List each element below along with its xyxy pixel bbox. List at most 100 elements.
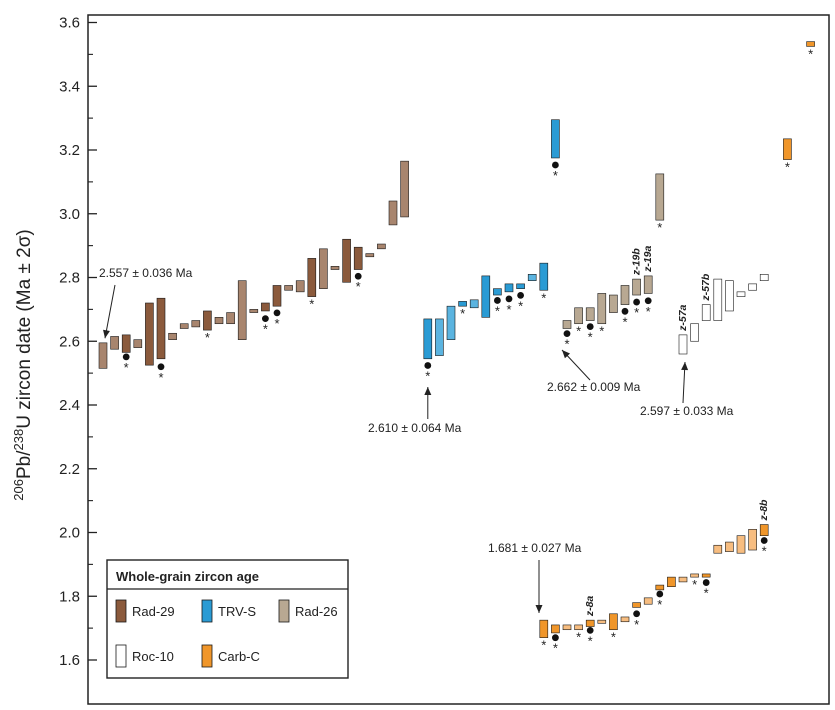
data-bar-rad-29 [284,285,293,291]
legend-swatch [278,599,290,623]
data-dot [157,363,165,371]
y-tick-label: 2.2 [59,461,80,478]
legend-box [106,559,349,679]
data-bar-trv-s [423,318,433,360]
legend-label: Rad-26 [295,604,338,619]
y-axis: 1.6 1.8 2.0 2.2 2.4 2.6 2.8 3.0 3.2 3.4 3.6 [59,15,97,669]
data-bar-rad-29 [179,323,189,329]
asterisk-marker: * [274,316,279,331]
data-bar-roc-10 [759,274,769,281]
data-bar-carb-c [759,524,769,536]
data-bar-rad-29 [133,339,143,348]
data-dot [505,295,513,303]
data-dot [702,579,710,586]
data-bar-carb-c [620,616,630,623]
data-dot [644,297,652,305]
asterisk-marker: * [576,324,581,339]
data-bar-carb-c [597,619,607,624]
asterisk-marker: * [553,641,558,656]
asterisk-marker: * [460,306,465,321]
data-bar-carb-c [736,535,746,554]
data-bar-trv-s [446,305,456,340]
legend-swatch [115,599,127,623]
data-bar-roc-10 [748,283,757,291]
asterisk-marker: * [506,302,511,317]
asterisk-marker: * [541,638,546,653]
asterisk-marker: * [599,324,604,339]
annotation-label: 2.557 ± 0.036 Ma [99,266,193,280]
data-bar-rad-29 [330,266,340,270]
data-dot [273,309,281,317]
data-bar-roc-10 [701,304,711,321]
data-bar-trv-s [469,299,479,309]
data-bar-rad-29 [342,238,351,283]
data-dot [262,315,269,323]
asterisk-marker: * [158,370,163,385]
data-dot [633,298,640,306]
data-bar-carb-c [632,602,641,608]
data-dot [563,330,571,337]
annotation-arrows [103,284,689,613]
annotation-arrow-head [681,362,689,371]
data-bars: * * * * * * * * * * * * * * * * * * * * z-19b * z-19a * z-57a z-5… [98,41,815,656]
annotation-arrow-head [562,350,571,359]
data-dot [517,291,524,299]
asterisk-marker: * [576,630,581,645]
asterisk-marker: * [808,46,813,61]
data-bar-roc-10 [736,291,746,297]
data-dot [633,610,640,618]
data-dot [586,323,594,330]
data-bar-carb-c [609,613,618,631]
data-dot [494,297,501,304]
asterisk-marker: * [646,304,651,319]
data-dot [656,590,664,598]
ylabel-sup-238: 238 [11,429,26,451]
data-bar-rad-26 [585,307,595,321]
y-tick-label: 3.2 [59,142,80,159]
data-bar-rad-29 [261,302,270,312]
data-bar-trv-s [481,275,491,318]
data-bar-carb-c [690,573,699,578]
annotation-arrow-head [535,605,543,613]
data-bar-carb-c [713,544,723,554]
data-bar-rad-29 [168,332,177,340]
asterisk-marker: * [692,577,697,592]
data-dot [760,537,768,544]
data-bar-rad-26 [643,275,653,294]
data-bar-trv-s [551,119,560,159]
y-tick-label: 2.0 [59,525,80,542]
plot-frame [87,14,830,705]
legend-label: Rad-29 [132,604,175,619]
y-tick-label: 2.4 [59,397,80,414]
annotation-arrow-head [424,387,432,395]
legend-title: Whole-grain zircon age [116,569,259,584]
data-bar-rad-26 [562,320,572,329]
annotation-arrow-line [104,284,116,339]
data-bar-rad-29 [272,285,282,307]
asterisk-marker: * [205,330,210,345]
data-dot [424,362,432,369]
data-bar-carb-c [585,619,595,627]
data-bar-carb-c [562,624,572,631]
data-bar-rad-29 [295,280,305,293]
data-bar-rad-29 [110,336,119,350]
annotation-label: 2.610 ± 0.064 Ma [368,421,462,435]
data-bar-trv-s [527,274,537,281]
data-bar-roc-10 [713,278,723,321]
y-tick-label: 3.4 [59,78,80,95]
asterisk-marker: * [634,305,639,320]
legend-label: Roc-10 [132,649,174,664]
legend-label: Carb-C [218,649,260,664]
asterisk-marker: * [425,368,430,383]
legend-swatch [115,644,127,668]
asterisk-marker: * [564,337,569,352]
data-bar-trv-s [504,283,514,293]
y-tick-label: 2.6 [59,333,80,350]
data-bar-rad-29 [191,320,201,328]
zircon-id-label: z-19b [631,248,643,276]
asterisk-marker: * [553,168,558,183]
y-tick-label: 1.8 [59,588,80,605]
asterisk-marker: * [263,322,268,337]
data-bar-rad-29 [377,243,386,250]
data-bar-rad-29 [214,317,224,325]
